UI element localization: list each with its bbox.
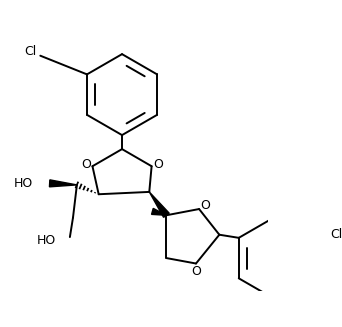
Polygon shape <box>50 180 77 187</box>
Polygon shape <box>149 192 169 217</box>
Polygon shape <box>152 208 167 215</box>
Text: HO: HO <box>37 234 56 248</box>
Text: O: O <box>200 199 210 213</box>
Text: Cl: Cl <box>330 228 342 241</box>
Text: HO: HO <box>13 177 32 190</box>
Text: O: O <box>81 158 91 171</box>
Text: O: O <box>191 265 201 278</box>
Text: O: O <box>153 158 163 171</box>
Text: Cl: Cl <box>25 45 37 58</box>
